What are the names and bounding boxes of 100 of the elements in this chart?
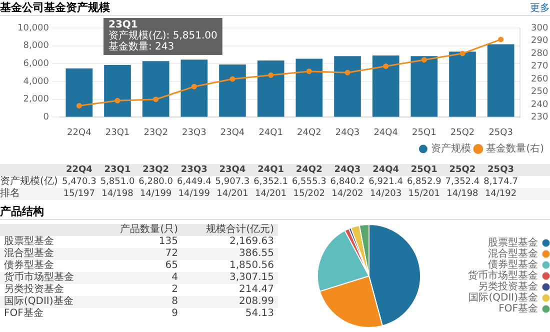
bar bbox=[334, 56, 361, 117]
bar bbox=[66, 68, 93, 117]
x-tick-label: 23Q2 bbox=[144, 128, 168, 138]
category-label: 24Q2 bbox=[296, 165, 322, 175]
legend-label: 债券型基金 bbox=[488, 258, 538, 271]
text: 另类投资基金 bbox=[3, 284, 65, 296]
bar bbox=[104, 65, 131, 117]
text: 股票型基金 bbox=[3, 236, 55, 248]
text: 72 bbox=[164, 248, 180, 260]
point bbox=[191, 84, 197, 90]
text: 135 bbox=[158, 236, 180, 248]
point bbox=[460, 50, 466, 56]
point bbox=[306, 68, 312, 74]
data-label: 6,852.9 bbox=[406, 176, 442, 188]
category-label: 23Q3 bbox=[180, 165, 208, 175]
legend-label: 股票型基金 bbox=[488, 236, 538, 249]
x-tick-label: 24Q2 bbox=[297, 128, 322, 138]
y-tick-label: 0 bbox=[43, 112, 50, 123]
text: 债券型基金 bbox=[3, 260, 55, 272]
y2-tick-label: 270 bbox=[531, 62, 548, 72]
data-label: 5,907.3 bbox=[214, 176, 251, 188]
text: 1,850.56 bbox=[228, 260, 275, 272]
text: 14/202 bbox=[330, 188, 364, 200]
legend-label: FOF基金 bbox=[498, 302, 538, 315]
data-label: 5,851.0 bbox=[99, 176, 136, 188]
legend-label: 货币市场型基金 bbox=[468, 270, 538, 282]
bar bbox=[372, 55, 400, 117]
category-label: 23Q1 bbox=[104, 165, 131, 175]
point bbox=[268, 72, 274, 78]
text: 9 bbox=[170, 308, 180, 320]
x-tick-label: 24Q4 bbox=[374, 128, 398, 138]
data-label: 6,921.4 bbox=[368, 176, 404, 188]
x-tick-label: 25Q1 bbox=[412, 128, 436, 138]
x-tick-label: 24Q1 bbox=[258, 128, 283, 138]
x-tick-label: 25Q2 bbox=[450, 128, 475, 138]
y2-tick-label: 230 bbox=[531, 112, 548, 123]
legend-label: 基金数量(右) bbox=[486, 142, 544, 155]
y2-tick-label: 260 bbox=[531, 74, 548, 84]
data-label: 6,352.1 bbox=[252, 176, 289, 188]
bar bbox=[449, 52, 476, 117]
bar bbox=[257, 60, 284, 117]
y2-tick-label: 280 bbox=[531, 48, 548, 59]
y2-tick-label: 240 bbox=[531, 100, 548, 110]
x-tick-label: 23Q3 bbox=[182, 128, 206, 138]
text: 386.55 bbox=[238, 248, 275, 260]
text: 14/192 bbox=[484, 188, 518, 200]
y-tick-label: 10,000 bbox=[18, 23, 50, 34]
text: 产品结构 bbox=[0, 204, 550, 220]
category-label: 25Q1 bbox=[410, 165, 438, 175]
point bbox=[421, 57, 427, 63]
y2-tick-label: 290 bbox=[531, 36, 548, 46]
y-tick-label: 6,000 bbox=[23, 59, 50, 70]
category-label: 24Q1 bbox=[258, 165, 284, 175]
text: 14/199 bbox=[177, 188, 211, 200]
text: 14/198 bbox=[100, 188, 134, 200]
y-tick-label: 8,000 bbox=[23, 41, 50, 52]
y2-tick-label: 250 bbox=[531, 87, 548, 98]
category-label: 23Q4 bbox=[219, 165, 246, 175]
text: 15/197 bbox=[62, 188, 96, 200]
y2-tick-label: 300 bbox=[531, 23, 548, 34]
category-label: 25Q2 bbox=[449, 165, 476, 175]
legend-label: 国际(QDII)基金 bbox=[468, 292, 538, 304]
point bbox=[230, 76, 236, 82]
x-tick-label: 23Q4 bbox=[220, 128, 245, 138]
text: 208.99 bbox=[238, 296, 275, 308]
data-label: 8,174.7 bbox=[482, 176, 519, 188]
data-label: 7,352.4 bbox=[444, 176, 481, 188]
text: 国际(QDII)基金 bbox=[3, 296, 74, 308]
text: 214.47 bbox=[238, 284, 275, 296]
text: 产品数量(只) bbox=[119, 224, 180, 236]
text: 资产规模(亿) bbox=[0, 176, 59, 188]
bar bbox=[142, 61, 170, 117]
text: 2,169.63 bbox=[228, 236, 275, 248]
legend-label: 资产规模 bbox=[431, 142, 472, 155]
point bbox=[153, 96, 159, 102]
point bbox=[498, 36, 504, 42]
text: 3,307.15 bbox=[228, 272, 275, 284]
bar bbox=[410, 56, 438, 117]
text: 14/201 bbox=[216, 188, 250, 200]
y-tick-label: 2,000 bbox=[23, 94, 50, 105]
category-label: 24Q3 bbox=[334, 165, 361, 175]
data-label: 5,470.3 bbox=[60, 176, 98, 188]
bar bbox=[180, 60, 208, 117]
x-tick-label: 22Q4 bbox=[67, 128, 92, 138]
text: 货币市场型基金 bbox=[3, 272, 75, 284]
annotation: 23Q1 资产规模(亿): 5,851.00 基金数量: 243 bbox=[108, 20, 218, 53]
text: 14/201 bbox=[254, 188, 288, 200]
data-label: 6,449.4 bbox=[176, 176, 212, 188]
bar bbox=[296, 58, 323, 117]
text: 14/199 bbox=[138, 188, 173, 200]
chart-title: 基金公司基金资产规模 bbox=[0, 0, 110, 15]
text: 混合型基金 bbox=[3, 248, 55, 260]
text: 4 bbox=[170, 272, 180, 284]
legend-label: 混合型基金 bbox=[488, 248, 538, 260]
point bbox=[76, 102, 82, 108]
x-tick-label: 23Q1 bbox=[105, 128, 130, 138]
text: 14/198 bbox=[446, 188, 480, 200]
point bbox=[344, 70, 350, 76]
text: 2 bbox=[170, 284, 180, 296]
x-tick-label: 24Q3 bbox=[335, 128, 360, 138]
